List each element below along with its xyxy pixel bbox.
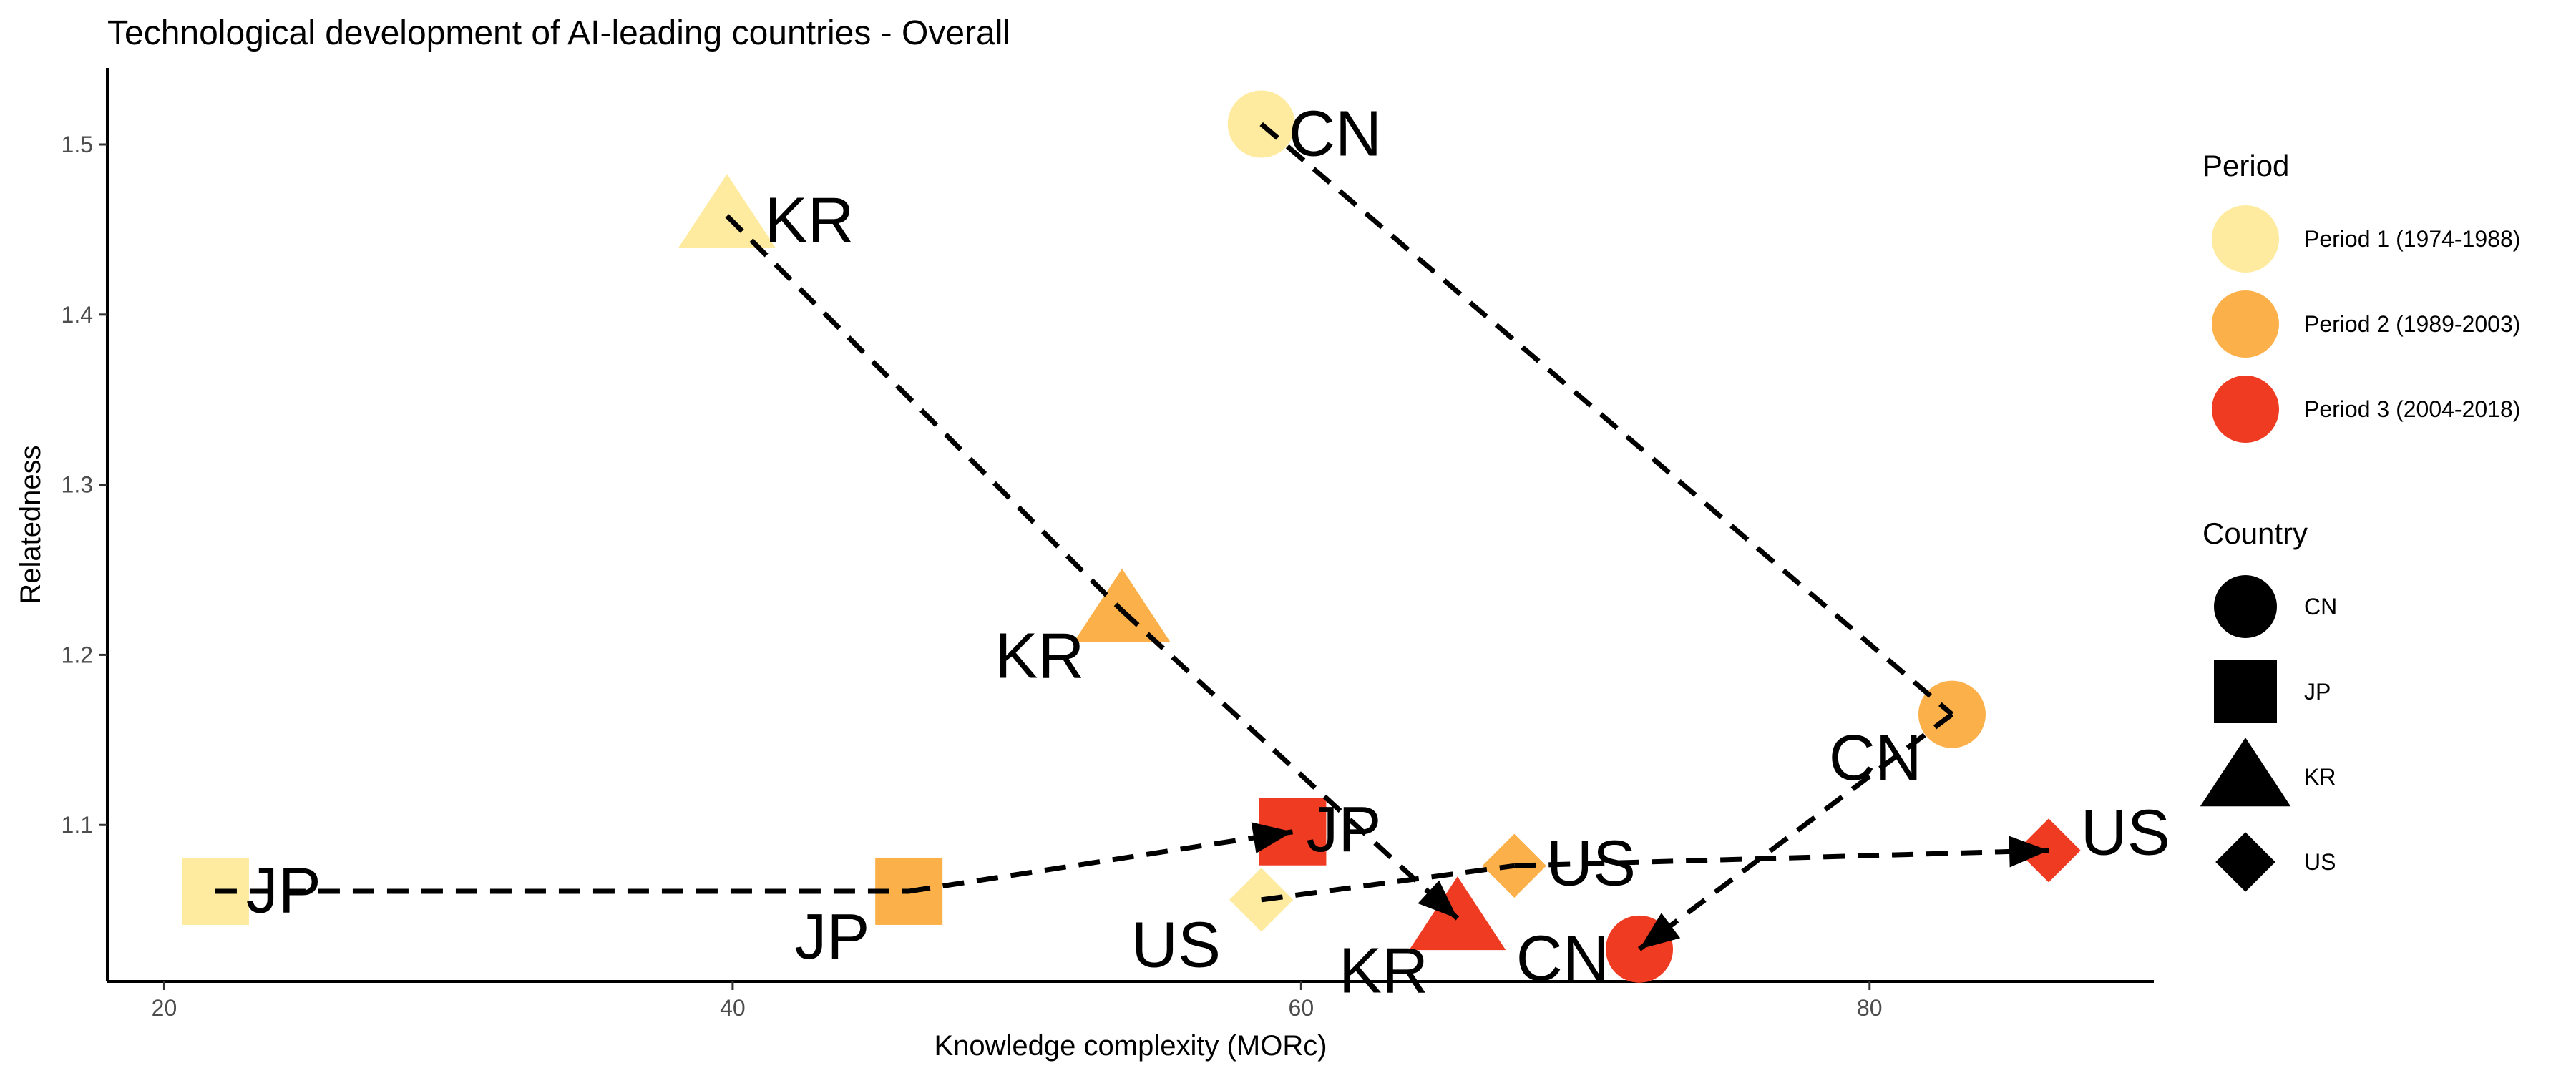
legend-label-period: Period 1 (1974-1988) (2304, 226, 2520, 252)
legend-title-country: Country (2202, 516, 2308, 550)
point-label-kr: KR (995, 620, 1084, 692)
point-label-us: US (2081, 798, 2170, 869)
y-tick-label: 1.3 (62, 472, 93, 498)
arrow-line (1259, 122, 1954, 717)
arrow-head (2009, 836, 2049, 868)
y-tick-label: 1.2 (62, 642, 93, 667)
x-tick-label: 20 (152, 995, 177, 1021)
arrow-jp (908, 822, 1293, 894)
arrow-line (908, 829, 1293, 894)
point-label-cn: CN (1289, 98, 1382, 170)
legend-swatch-period (2212, 376, 2279, 443)
point-labels: CN CN CN JP JP JP KR KR KR US US US (246, 98, 2170, 1006)
y-tick-label: 1.4 (62, 302, 93, 328)
point-label-jp: JP (1306, 794, 1381, 866)
arrow-kr (1120, 609, 1460, 921)
legend-label-country: JP (2304, 679, 2331, 705)
point-label-jp: JP (794, 901, 869, 973)
x-tick-label: 40 (720, 995, 746, 1021)
chart-title: Technological development of AI-leading … (107, 14, 1010, 52)
legend-label-country: US (2304, 849, 2336, 875)
x-tick-label: 80 (1857, 995, 1883, 1021)
arrow-line (1120, 609, 1460, 921)
legend-title-period: Period (2202, 149, 2289, 182)
legend-swatch-circle (2214, 575, 2277, 638)
point-label-jp: JP (246, 856, 321, 927)
legend-label-country: CN (2304, 594, 2337, 619)
legend: Period Period 1 (1974-1988) Period 2 (1989… (2200, 149, 2520, 892)
point-label-us: US (1546, 828, 1636, 900)
legend-swatch-period (2212, 290, 2279, 358)
arrow-cn (1259, 122, 1954, 717)
legend-label-period: Period 2 (1989-2003) (2304, 311, 2520, 337)
point-label-cn: CN (1516, 923, 1609, 995)
y-axis-title: Relatedness (15, 445, 47, 604)
legend-swatch-diamond (2215, 832, 2275, 892)
arrow-line (1637, 712, 1954, 951)
point-label-us: US (1131, 910, 1221, 981)
point-kr-1 (678, 174, 776, 248)
point-label-kr: KR (1339, 935, 1428, 1006)
point-kr-3 (1409, 876, 1506, 951)
arrow-kr (725, 214, 1124, 613)
point-label-kr: KR (765, 185, 854, 257)
legend-swatch-period (2212, 205, 2279, 273)
data-points (181, 90, 2081, 983)
arrow-head (1418, 880, 1458, 919)
arrow-us (1261, 863, 1515, 903)
point-kr-2 (1073, 568, 1171, 642)
x-axis-title: Knowledge complexity (MORc) (934, 1030, 1327, 1062)
point-label-cn: CN (1829, 722, 1922, 794)
legend-label-period: Period 3 (2004-2018) (2304, 396, 2520, 422)
legend-swatch-square (2214, 660, 2277, 723)
y-tick-label: 1.1 (62, 812, 93, 838)
legend-label-country: KR (2304, 764, 2336, 790)
x-tick-label: 60 (1289, 995, 1314, 1021)
arrow-us (1514, 836, 2049, 868)
arrow-head (1251, 822, 1293, 853)
arrow-line (725, 214, 1124, 613)
y-tick-label: 1.5 (62, 132, 93, 157)
axes: 20 40 60 80 1.1 1.2 1.3 1.4 1.5 Knowledge complex… (15, 68, 2154, 1062)
arrow-head (1639, 913, 1681, 949)
arrow-cn (1637, 712, 1954, 951)
legend-swatch-triangle (2200, 738, 2291, 807)
arrow-line (1261, 863, 1515, 903)
arrow-line (1514, 848, 2049, 868)
